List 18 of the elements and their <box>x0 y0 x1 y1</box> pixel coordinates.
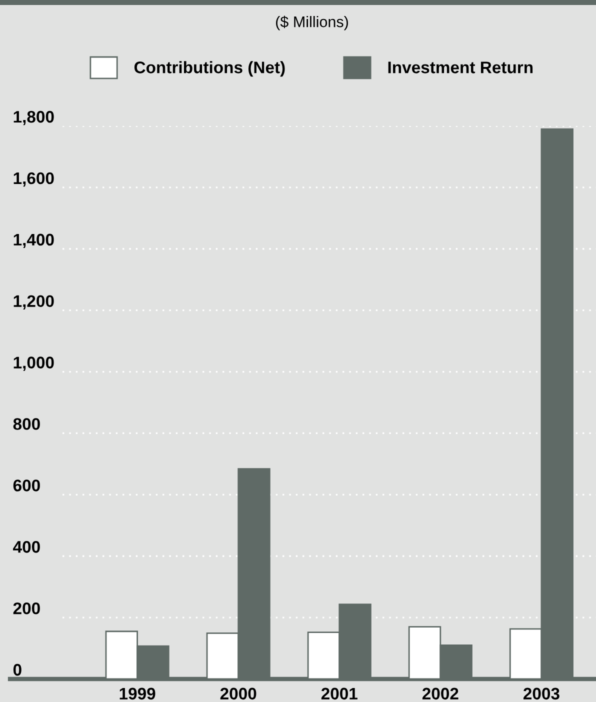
x-tick-label: 2001 <box>321 688 358 700</box>
x-tick-label: 2003 <box>523 688 560 700</box>
y-tick-label: 1,400 <box>14 234 54 248</box>
y-tick-label: 200 <box>13 602 40 614</box>
chart-subtitle: ($ Millions) <box>276 16 348 30</box>
legend-label: Contributions (Net) <box>134 61 285 77</box>
y-tick-label: 400 <box>13 541 40 553</box>
y-tick-label: 1,800 <box>14 110 54 126</box>
legend-label: Investment Return <box>388 62 533 74</box>
y-tick-label: 1,200 <box>14 295 54 310</box>
x-tick-label: 2000 <box>220 688 256 700</box>
y-tick-label: 800 <box>13 418 40 430</box>
y-tick-label: 1,000 <box>14 356 54 371</box>
x-tick-label: 1999 <box>120 688 156 700</box>
y-tick-label: 1,600 <box>14 172 54 187</box>
y-tick-label: 600 <box>13 480 40 492</box>
y-tick-label: 0 <box>13 664 22 676</box>
x-tick-label: 2002 <box>422 688 458 700</box>
